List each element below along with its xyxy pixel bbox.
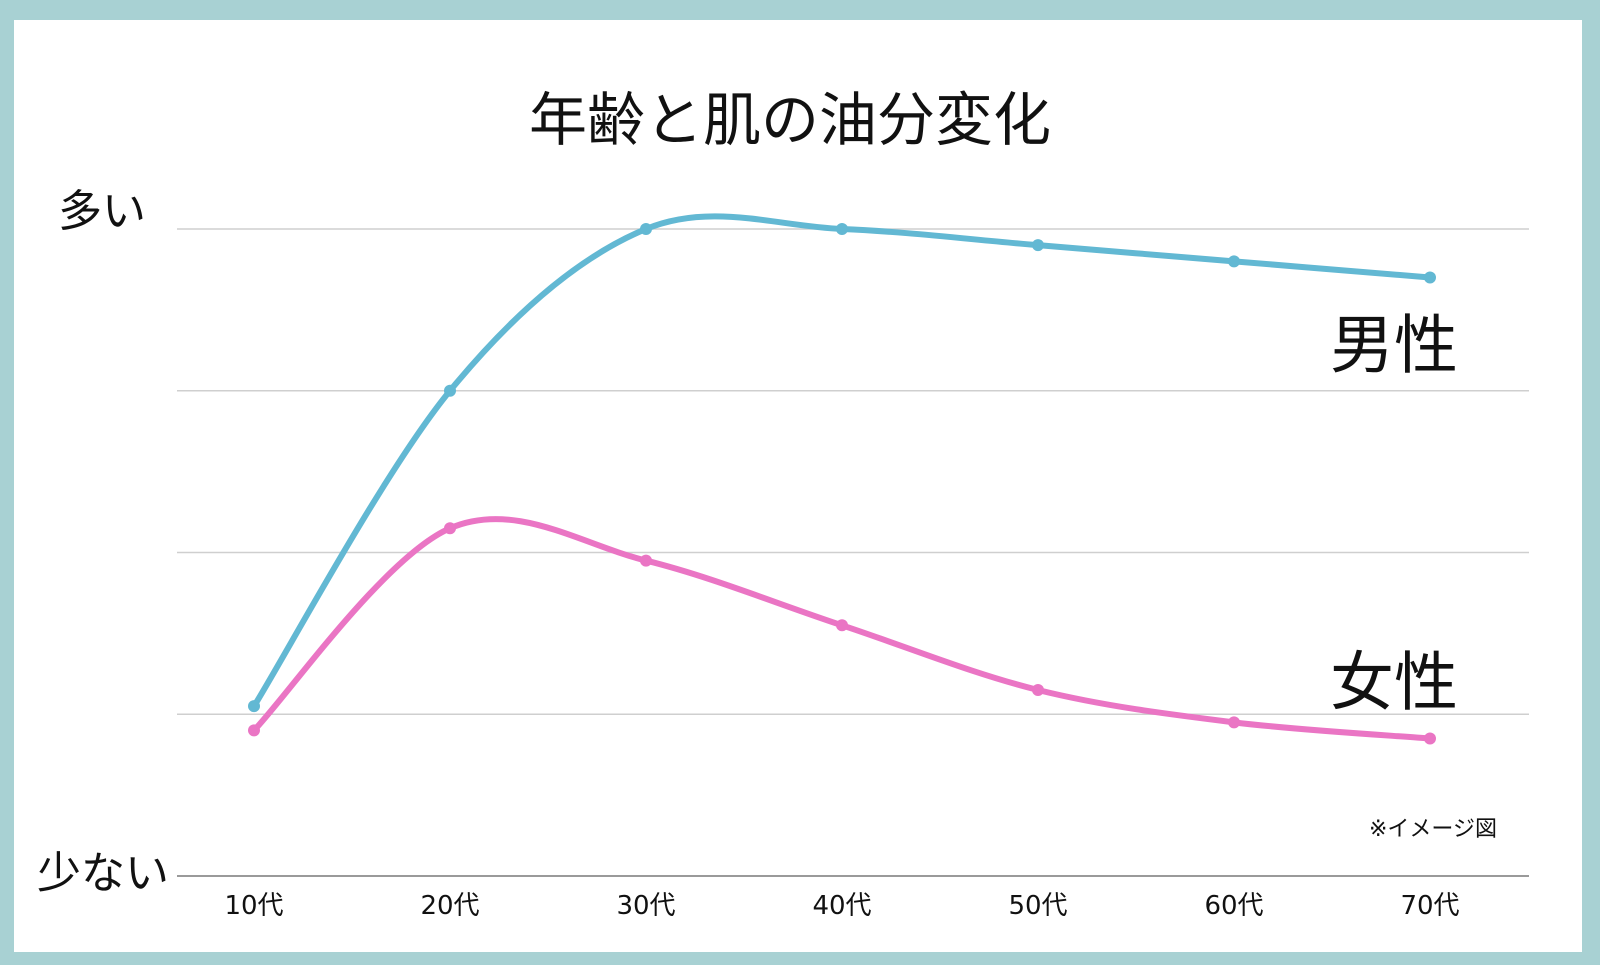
- y-axis-top-label: 多い: [58, 186, 146, 237]
- image-note: ※イメージ図: [1369, 817, 1497, 842]
- data-point: [444, 384, 456, 397]
- data-point: [248, 700, 260, 713]
- x-tick-label: 60代: [1204, 891, 1263, 921]
- data-point: [640, 223, 652, 235]
- series-line: [251, 213, 1433, 710]
- series-label: 女性: [1330, 647, 1458, 721]
- series-group: [248, 213, 1436, 745]
- data-point: [1228, 716, 1240, 729]
- x-tick-label: 70代: [1400, 891, 1459, 921]
- data-point: [640, 554, 652, 567]
- x-tick-label: 40代: [812, 891, 871, 921]
- series-female: [248, 516, 1436, 745]
- data-point: [444, 522, 456, 535]
- series-label: 男性: [1330, 310, 1458, 384]
- x-tick-label: 20代: [420, 891, 479, 921]
- data-point: [1424, 732, 1436, 745]
- chart-panel: [14, 20, 1582, 952]
- data-point: [248, 724, 260, 737]
- grid-lines: [177, 228, 1529, 715]
- y-axis-bottom-label: 少ない: [37, 848, 169, 899]
- x-tick-label: 30代: [616, 891, 675, 921]
- x-tick-label: 10代: [224, 891, 283, 921]
- data-point: [836, 223, 848, 235]
- data-point: [1032, 239, 1044, 252]
- x-tick-labels: 10代 20代 30代 40代 50代 60代 70代: [224, 891, 1459, 921]
- series-male: [248, 213, 1436, 713]
- data-point: [1424, 271, 1436, 284]
- data-point: [1032, 683, 1044, 696]
- data-point: [836, 619, 848, 632]
- x-tick-label: 50代: [1008, 891, 1067, 921]
- data-point: [1228, 255, 1240, 268]
- chart-title: 年齢と肌の油分変化: [529, 86, 1051, 154]
